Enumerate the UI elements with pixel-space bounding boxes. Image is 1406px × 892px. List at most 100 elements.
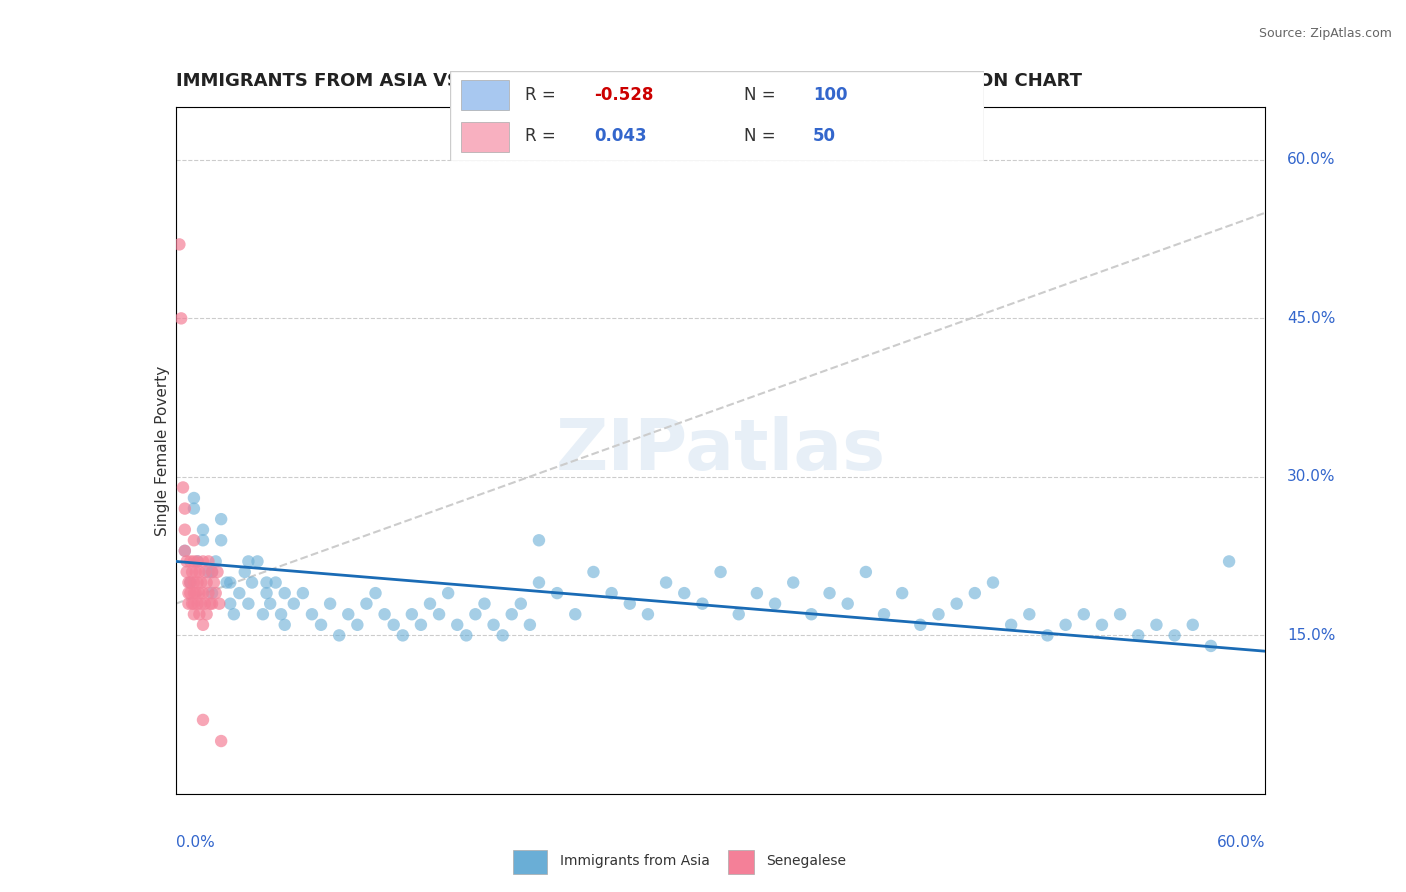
Point xyxy=(474,597,496,611)
Point xyxy=(319,597,342,611)
Text: 50: 50 xyxy=(813,128,837,145)
Point xyxy=(179,586,201,600)
Point xyxy=(219,575,242,590)
Point xyxy=(181,597,204,611)
Point xyxy=(240,575,263,590)
Point xyxy=(910,617,932,632)
Point xyxy=(1091,617,1114,632)
Point xyxy=(364,586,387,600)
Point xyxy=(228,586,250,600)
Point xyxy=(195,575,218,590)
Point xyxy=(655,575,678,590)
Point xyxy=(301,607,323,622)
Point xyxy=(419,597,441,611)
Point xyxy=(1128,628,1150,642)
Point xyxy=(482,617,505,632)
Point xyxy=(873,607,896,622)
Point xyxy=(1073,607,1095,622)
Point xyxy=(291,586,314,600)
Point xyxy=(745,586,768,600)
Point xyxy=(215,575,238,590)
Point xyxy=(183,491,205,505)
Point xyxy=(818,586,841,600)
Point xyxy=(1000,617,1022,632)
Point xyxy=(204,554,226,568)
Point xyxy=(837,597,859,611)
Point xyxy=(456,628,478,642)
Point xyxy=(207,565,229,579)
Point xyxy=(238,554,260,568)
Point xyxy=(437,586,460,600)
Point xyxy=(256,586,278,600)
Point xyxy=(186,575,209,590)
Point xyxy=(855,565,877,579)
Point xyxy=(188,607,211,622)
Point xyxy=(183,607,205,622)
Text: -0.528: -0.528 xyxy=(595,87,654,104)
Point xyxy=(981,575,1004,590)
Point xyxy=(928,607,950,622)
Point xyxy=(782,575,804,590)
Point xyxy=(201,565,224,579)
Point xyxy=(188,565,211,579)
Text: 0.043: 0.043 xyxy=(595,128,647,145)
Point xyxy=(173,544,195,558)
Text: 60.0%: 60.0% xyxy=(1288,153,1336,168)
FancyBboxPatch shape xyxy=(461,80,509,110)
Point xyxy=(197,565,219,579)
Point xyxy=(170,311,193,326)
Point xyxy=(582,565,605,579)
Point xyxy=(464,607,486,622)
Point xyxy=(201,586,224,600)
Point xyxy=(527,533,550,548)
Point xyxy=(201,565,224,579)
Point xyxy=(509,597,531,611)
Point xyxy=(176,554,198,568)
Text: R =: R = xyxy=(524,128,561,145)
Point xyxy=(219,597,242,611)
Point xyxy=(492,628,515,642)
Point xyxy=(763,597,786,611)
Point xyxy=(190,597,212,611)
Point xyxy=(197,554,219,568)
Point xyxy=(600,586,623,600)
Point xyxy=(1199,639,1222,653)
Point xyxy=(186,597,209,611)
Point xyxy=(183,586,205,600)
Point xyxy=(1218,554,1240,568)
Point xyxy=(169,237,191,252)
Point xyxy=(202,575,225,590)
Point xyxy=(209,734,232,748)
FancyBboxPatch shape xyxy=(513,849,547,874)
Point xyxy=(401,607,423,622)
Point xyxy=(328,628,350,642)
Point xyxy=(527,575,550,590)
FancyBboxPatch shape xyxy=(728,849,754,874)
Text: 0.0%: 0.0% xyxy=(176,835,215,850)
Point xyxy=(183,501,205,516)
Point xyxy=(270,607,292,622)
Point xyxy=(190,575,212,590)
Point xyxy=(181,565,204,579)
Text: 100: 100 xyxy=(813,87,848,104)
Point xyxy=(501,607,523,622)
Text: 60.0%: 60.0% xyxy=(1218,835,1265,850)
FancyBboxPatch shape xyxy=(450,71,984,161)
Point xyxy=(173,544,195,558)
Point xyxy=(179,575,201,590)
Point xyxy=(191,523,214,537)
Point xyxy=(800,607,823,622)
Point xyxy=(204,586,226,600)
Point xyxy=(346,617,368,632)
Point xyxy=(208,597,231,611)
Point xyxy=(564,607,586,622)
Point xyxy=(173,501,195,516)
Point xyxy=(177,575,200,590)
Point xyxy=(692,597,714,611)
Point xyxy=(201,597,224,611)
Point xyxy=(274,586,297,600)
Text: Immigrants from Asia: Immigrants from Asia xyxy=(560,854,710,868)
Point xyxy=(1163,628,1185,642)
Text: IMMIGRANTS FROM ASIA VS SENEGALESE SINGLE FEMALE POVERTY CORRELATION CHART: IMMIGRANTS FROM ASIA VS SENEGALESE SINGL… xyxy=(176,72,1081,90)
Point xyxy=(382,617,405,632)
